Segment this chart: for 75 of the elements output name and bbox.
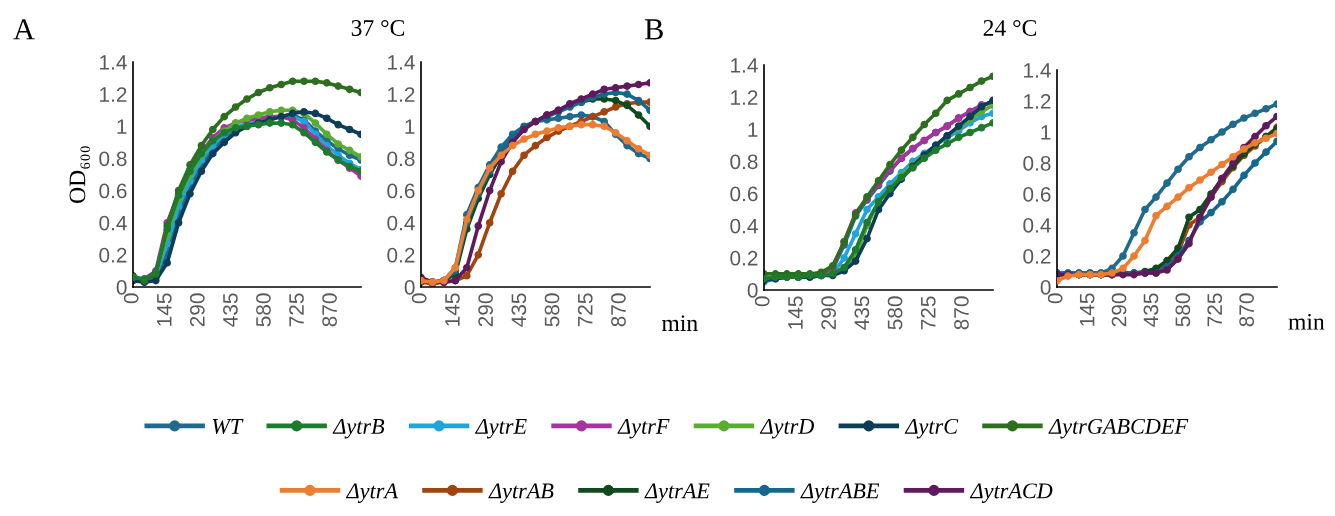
x-tick-label: 435 [223, 293, 238, 327]
x-tick-label: 725 [289, 293, 304, 327]
x-tick-label: 580 [1175, 293, 1191, 327]
chart-title: 24 °C [983, 19, 1037, 36]
chart-title: 37 °C [351, 19, 405, 36]
y-tick-label: 1.4 [731, 58, 758, 73]
y-tick-label: 1 [405, 119, 415, 134]
y-tick-label: 0.6 [99, 183, 127, 199]
y-tick-label: 1 [748, 122, 758, 137]
x-axis-title: min [1288, 313, 1325, 330]
x-tick-label: 870 [322, 293, 337, 327]
x-tick-label: 145 [157, 293, 172, 326]
x-tick-label: 0 [123, 293, 139, 304]
y-tick-label: 1.2 [731, 90, 758, 105]
y-tick-label: 1.2 [1024, 94, 1051, 109]
x-tick-label: 290 [821, 296, 836, 330]
legend-label: ΔytrF [617, 418, 670, 439]
legend-label: ΔytrABE [800, 483, 880, 503]
legend-label: ΔytrAE [644, 483, 710, 503]
legend-label: ΔytrD [759, 418, 815, 439]
x-tick-label: 435 [511, 293, 527, 327]
legend-label: ΔytrACD [969, 483, 1053, 503]
y-tick-label: 1.2 [388, 87, 415, 102]
x-tick-label: 870 [954, 296, 969, 330]
y-tick-label: 0.8 [387, 151, 415, 167]
y-tick-label: 0.6 [1023, 187, 1051, 202]
x-tick-label: 0 [411, 293, 427, 304]
legend-label: ΔytrGABCDEF [1048, 418, 1189, 439]
y-tick-label: 1.4 [1024, 63, 1051, 78]
y-tick-label: 0.6 [387, 183, 415, 199]
x-tick-label: 0 [1047, 293, 1063, 304]
text: A [13, 19, 35, 40]
y-tick-label: 0.4 [99, 215, 127, 231]
y-tick-label: 0.2 [730, 250, 758, 266]
y-axis-title: OD₆₀₀ [69, 146, 91, 203]
x-tick-label: 145 [445, 293, 460, 326]
legend-label: ΔytrC [904, 418, 959, 439]
x-tick-label: 0 [754, 296, 770, 307]
legend-label: ΔytrB [332, 418, 385, 439]
x-tick-label: 290 [189, 293, 205, 327]
x-tick-label: 435 [1143, 293, 1159, 327]
y-tick-label: 0.4 [730, 218, 758, 234]
y-tick-label: 1 [117, 119, 127, 134]
x-tick-label: 870 [611, 293, 626, 327]
y-tick-label: 1.4 [388, 55, 415, 70]
x-tick-label: 145 [788, 296, 803, 329]
x-tick-label: 725 [920, 296, 936, 330]
legend-label: ΔytrE [475, 418, 527, 439]
y-tick-label: 0.2 [387, 247, 415, 263]
text: B [644, 19, 663, 40]
y-tick-label: 1.4 [100, 55, 127, 70]
x-tick-label: 725 [577, 293, 593, 327]
y-tick-label: 0.6 [730, 186, 758, 202]
legend-label: WT [212, 419, 244, 434]
legend-label: ΔytrAB [488, 483, 554, 503]
y-tick-label: 0.4 [387, 215, 415, 231]
y-tick-label: 0.2 [99, 247, 127, 263]
x-tick-label: 435 [854, 296, 870, 330]
y-tick-label: 0.8 [1023, 156, 1051, 171]
x-tick-label: 290 [478, 293, 493, 327]
x-tick-label: 290 [1111, 293, 1127, 327]
x-tick-label: 580 [887, 296, 903, 330]
y-tick-label: 0.8 [99, 151, 127, 167]
x-tick-label: 725 [1207, 293, 1223, 327]
x-tick-label: 870 [1239, 293, 1254, 327]
x-tick-label: 580 [544, 293, 560, 327]
y-tick-label: 1.2 [100, 87, 127, 102]
legend-label: ΔytrA [345, 483, 399, 503]
x-axis-title: min [661, 315, 698, 331]
x-tick-label: 580 [256, 293, 271, 327]
y-tick-label: 0.8 [730, 154, 758, 170]
y-tick-label: 0.2 [1023, 249, 1051, 264]
x-tick-label: 145 [1079, 293, 1095, 326]
y-tick-label: 0.4 [1023, 218, 1051, 233]
y-tick-label: 1 [1041, 125, 1051, 140]
